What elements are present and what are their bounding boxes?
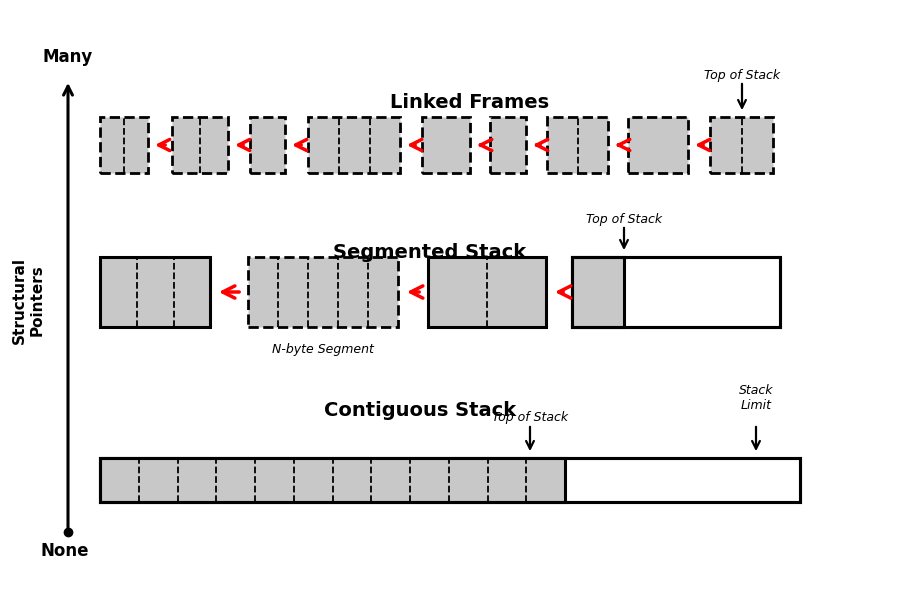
Bar — [248, 257, 398, 327]
Bar — [308, 117, 400, 173]
Bar — [572, 257, 780, 327]
Text: Contiguous Stack: Contiguous Stack — [324, 401, 516, 419]
Bar — [710, 117, 773, 173]
Bar — [100, 458, 800, 502]
Bar — [547, 117, 608, 173]
Bar — [422, 117, 470, 173]
Text: None: None — [40, 542, 89, 560]
Bar — [572, 257, 780, 327]
Text: N-byte Segment: N-byte Segment — [272, 343, 374, 355]
Text: Top of Stack: Top of Stack — [704, 68, 780, 82]
Text: Segmented Stack: Segmented Stack — [333, 242, 526, 262]
Text: Linked Frames: Linked Frames — [391, 92, 550, 112]
Bar — [100, 257, 210, 327]
Bar — [100, 458, 565, 502]
Bar — [100, 458, 800, 502]
Bar — [172, 117, 228, 173]
Bar — [572, 257, 624, 327]
Text: Stack
Limit: Stack Limit — [739, 384, 773, 412]
Text: Top of Stack: Top of Stack — [586, 212, 662, 226]
Text: Structural
Pointers: Structural Pointers — [12, 257, 44, 343]
Bar — [428, 257, 546, 327]
Bar — [100, 117, 148, 173]
Text: Top of Stack: Top of Stack — [492, 412, 568, 425]
Text: Many: Many — [43, 48, 93, 66]
Bar — [250, 117, 285, 173]
Bar — [490, 117, 526, 173]
Bar — [628, 117, 688, 173]
